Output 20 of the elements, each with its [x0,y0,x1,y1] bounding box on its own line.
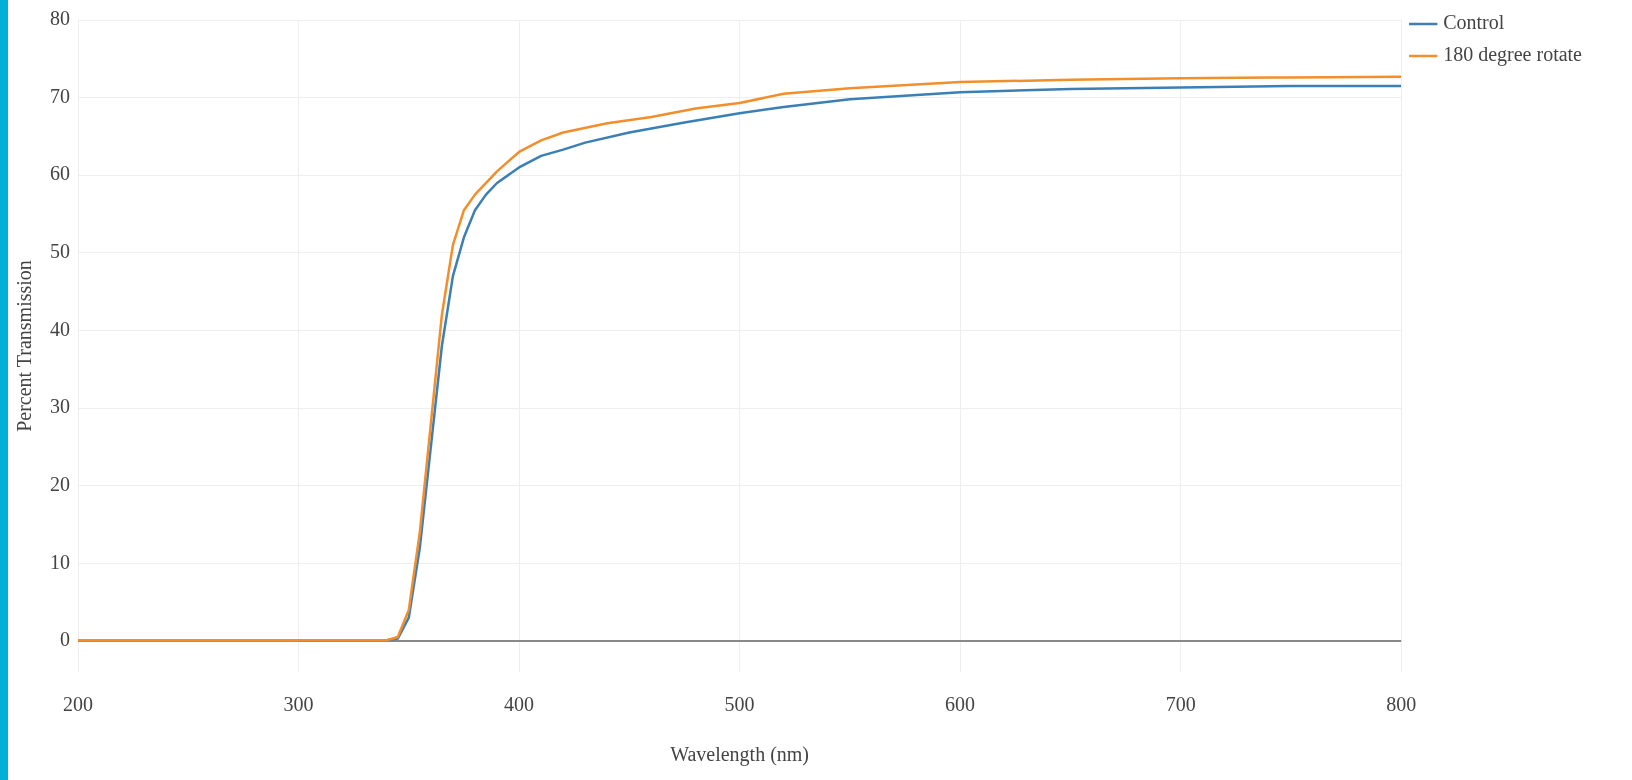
y-axis-title: Percent Transmission [13,260,36,432]
y-tick-label: 60 [50,162,70,185]
y-tick-label: 80 [50,7,70,30]
y-tick-label: 30 [50,395,70,418]
x-axis-title: Wavelength (nm) [670,743,810,767]
x-tick-label: 500 [724,693,755,716]
x-tick-label: 400 [504,693,535,716]
y-tick-label: 70 [50,84,70,107]
y-tick-label: 0 [60,628,70,651]
x-tick-label: 600 [945,693,976,716]
x-tick-label: 200 [63,693,93,716]
y-tick-label: 20 [50,472,70,495]
x-tick-label: 700 [1165,693,1196,716]
legend-label: Control [1443,11,1505,34]
x-tick-label: 800 [1386,693,1417,716]
y-tick-label: 40 [50,317,70,340]
y-tick-label: 10 [50,550,70,573]
legend-label: 180 degree rotate [1443,43,1583,67]
x-tick-label: 300 [283,693,314,716]
y-tick-label: 50 [50,240,70,263]
